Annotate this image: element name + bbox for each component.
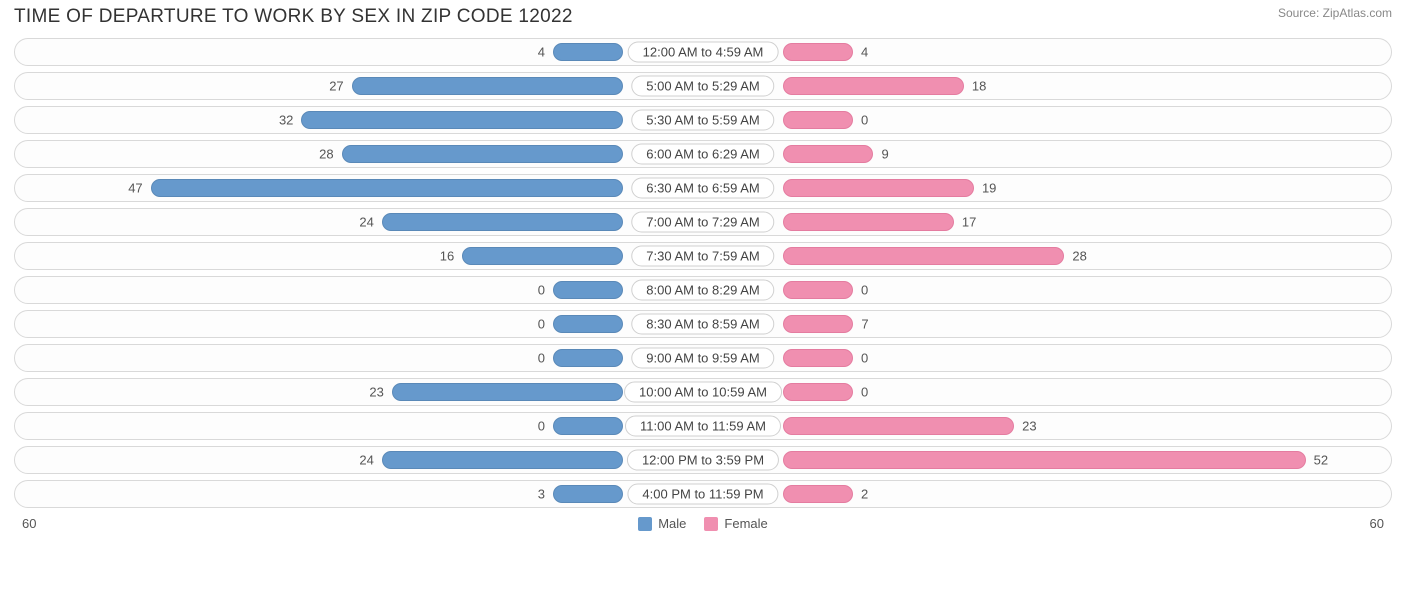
female-bar (783, 485, 853, 503)
female-bar (783, 315, 853, 333)
row-time-label: 7:30 AM to 7:59 AM (631, 246, 774, 267)
female-bar (783, 247, 1064, 265)
table-row: 4:00 PM to 11:59 PM 3 2 (14, 480, 1392, 508)
male-swatch-icon (638, 517, 652, 531)
female-value: 23 (1022, 419, 1036, 434)
male-bar (553, 315, 623, 333)
row-time-label: 5:00 AM to 5:29 AM (631, 76, 774, 97)
male-bar (392, 383, 623, 401)
axis-max-left: 60 (22, 516, 36, 531)
female-value: 0 (861, 113, 868, 128)
page-title: TIME OF DEPARTURE TO WORK BY SEX IN ZIP … (14, 6, 573, 28)
row-time-label: 10:00 AM to 10:59 AM (624, 382, 782, 403)
female-value: 9 (881, 147, 888, 162)
female-value: 2 (861, 487, 868, 502)
legend-male-label: Male (658, 516, 686, 531)
female-bar (783, 349, 853, 367)
row-time-label: 4:00 PM to 11:59 PM (627, 484, 778, 505)
female-value: 28 (1072, 249, 1086, 264)
male-bar (553, 43, 623, 61)
female-value: 0 (861, 283, 868, 298)
male-bar (553, 349, 623, 367)
male-value: 0 (538, 419, 545, 434)
female-value: 7 (861, 317, 868, 332)
axis-max-right: 60 (1370, 516, 1384, 531)
female-value: 0 (861, 385, 868, 400)
male-value: 28 (319, 147, 333, 162)
male-value: 24 (359, 215, 373, 230)
female-bar (783, 383, 853, 401)
female-bar (783, 145, 873, 163)
female-value: 19 (982, 181, 996, 196)
male-value: 47 (128, 181, 142, 196)
table-row: 8:30 AM to 8:59 AM 0 7 (14, 310, 1392, 338)
female-bar (783, 43, 853, 61)
female-value: 0 (861, 351, 868, 366)
female-value: 52 (1314, 453, 1328, 468)
legend-female-label: Female (724, 516, 767, 531)
male-value: 3 (538, 487, 545, 502)
legend-item-male: Male (638, 516, 686, 531)
table-row: 6:30 AM to 6:59 AM 47 19 (14, 174, 1392, 202)
table-row: 8:00 AM to 8:29 AM 0 0 (14, 276, 1392, 304)
table-row: 6:00 AM to 6:29 AM 28 9 (14, 140, 1392, 168)
female-bar (783, 179, 974, 197)
table-row: 5:00 AM to 5:29 AM 27 18 (14, 72, 1392, 100)
female-bar (783, 451, 1306, 469)
source-attribution: Source: ZipAtlas.com (1278, 6, 1392, 20)
table-row: 7:30 AM to 7:59 AM 16 28 (14, 242, 1392, 270)
male-bar (382, 451, 623, 469)
row-time-label: 7:00 AM to 7:29 AM (631, 212, 774, 233)
row-time-label: 12:00 AM to 4:59 AM (628, 42, 779, 63)
male-value: 0 (538, 317, 545, 332)
male-value: 16 (440, 249, 454, 264)
diverging-bar-chart: 12:00 AM to 4:59 AM 4 4 5:00 AM to 5:29 AM 2… (0, 38, 1406, 508)
male-value: 4 (538, 45, 545, 60)
female-bar (783, 77, 964, 95)
female-value: 17 (962, 215, 976, 230)
table-row: 12:00 PM to 3:59 PM 24 52 (14, 446, 1392, 474)
male-value: 27 (329, 79, 343, 94)
male-bar (553, 281, 623, 299)
male-bar (462, 247, 623, 265)
male-bar (553, 417, 623, 435)
legend-item-female: Female (704, 516, 767, 531)
row-time-label: 8:00 AM to 8:29 AM (631, 280, 774, 301)
female-bar (783, 417, 1014, 435)
male-value: 0 (538, 351, 545, 366)
female-value: 18 (972, 79, 986, 94)
male-value: 23 (369, 385, 383, 400)
male-bar (352, 77, 623, 95)
male-bar (151, 179, 623, 197)
male-bar (301, 111, 623, 129)
male-bar (342, 145, 623, 163)
female-bar (783, 111, 853, 129)
row-time-label: 5:30 AM to 5:59 AM (631, 110, 774, 131)
male-value: 0 (538, 283, 545, 298)
female-value: 4 (861, 45, 868, 60)
male-value: 32 (279, 113, 293, 128)
row-time-label: 8:30 AM to 8:59 AM (631, 314, 774, 335)
row-time-label: 6:30 AM to 6:59 AM (631, 178, 774, 199)
row-time-label: 9:00 AM to 9:59 AM (631, 348, 774, 369)
female-bar (783, 281, 853, 299)
male-value: 24 (359, 453, 373, 468)
female-swatch-icon (704, 517, 718, 531)
row-time-label: 11:00 AM to 11:59 AM (625, 416, 781, 437)
table-row: 10:00 AM to 10:59 AM 23 0 (14, 378, 1392, 406)
table-row: 11:00 AM to 11:59 AM 0 23 (14, 412, 1392, 440)
row-time-label: 12:00 PM to 3:59 PM (627, 450, 779, 471)
table-row: 5:30 AM to 5:59 AM 32 0 (14, 106, 1392, 134)
male-bar (382, 213, 623, 231)
female-bar (783, 213, 954, 231)
legend: Male Female (36, 516, 1369, 531)
male-bar (553, 485, 623, 503)
table-row: 12:00 AM to 4:59 AM 4 4 (14, 38, 1392, 66)
table-row: 9:00 AM to 9:59 AM 0 0 (14, 344, 1392, 372)
table-row: 7:00 AM to 7:29 AM 24 17 (14, 208, 1392, 236)
row-time-label: 6:00 AM to 6:29 AM (631, 144, 774, 165)
